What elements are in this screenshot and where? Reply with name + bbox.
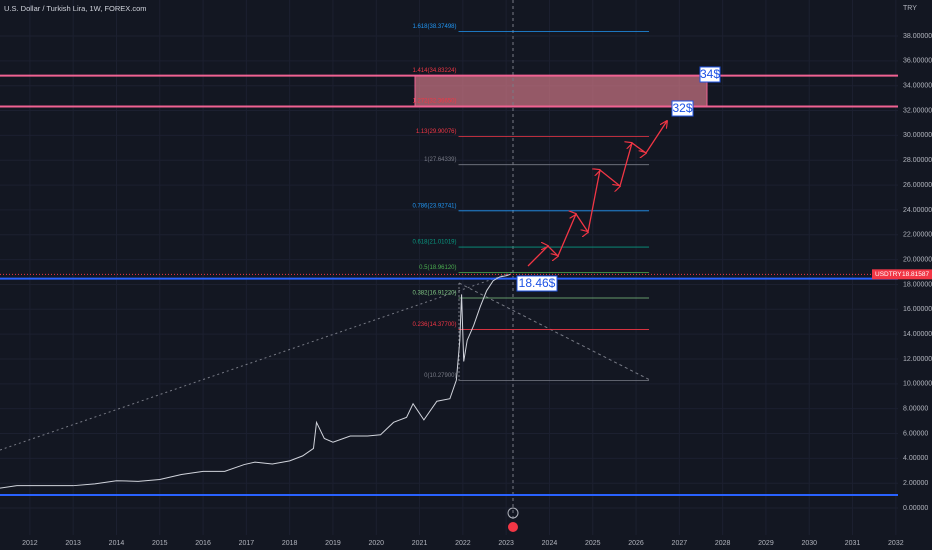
x-tick-label: 2032 [888, 540, 904, 547]
x-tick-label: 2022 [455, 540, 471, 547]
fibonacci: 1.618(38.37498) 1.414(34.83224) 1.272(32.3… [412, 24, 650, 381]
x-tick-label: 2025 [585, 540, 601, 547]
fib-label: 1.414(34.83224) [412, 68, 456, 74]
y-tick-label: 10.00000 [903, 381, 932, 388]
x-tick-label: 2026 [628, 540, 644, 547]
x-tick-label: 2013 [65, 540, 81, 547]
target-zone [414, 75, 708, 108]
x-tick-label: 2024 [542, 540, 558, 547]
price-line [0, 273, 511, 489]
y-tick-label: 28.00000 [903, 157, 932, 164]
fib-label: 1.618(38.37498) [412, 24, 456, 30]
fib-label: 0.236(14.37700) [412, 322, 456, 328]
event-icon[interactable] [507, 507, 519, 519]
y-tick-label: 30.00000 [903, 132, 932, 139]
y-tick-label: 24.00000 [903, 207, 932, 214]
x-tick-label: 2031 [845, 540, 861, 547]
y-tick-label: 2.00000 [903, 480, 928, 487]
axes: 0.00000 2.00000 4.00000 6.00000 8.00000 10.00… [22, 33, 932, 547]
y-tick-label: 8.00000 [903, 406, 928, 413]
grid [0, 0, 898, 535]
price-tag [872, 269, 932, 280]
x-tick-label: 2027 [672, 540, 688, 547]
chart-title: U.S. Dollar / Turkish Lira, 1W, FOREX.co… [4, 4, 147, 13]
annotation-box [516, 275, 558, 292]
price-tag-name: USDTRY [875, 271, 902, 278]
fib-label: 1.13(29.90076) [416, 129, 457, 135]
x-tick-label: 2019 [325, 540, 341, 547]
y-tick-label: 22.00000 [903, 232, 932, 239]
x-tick-label: 2020 [368, 540, 384, 547]
price-tag-value: 18.81587 [902, 271, 929, 278]
flag-icon[interactable] [508, 522, 518, 532]
x-tick-label: 2015 [152, 540, 168, 547]
projection-arrows [527, 121, 667, 267]
y-tick-label: 34.00000 [903, 83, 932, 90]
fib-label: 1.272(32.36650) [412, 99, 456, 105]
price [0, 273, 898, 489]
y-tick-label: 36.00000 [903, 58, 932, 65]
axis-currency: TRY [903, 5, 917, 12]
x-tick-label: 2012 [22, 540, 38, 547]
annotation-box [699, 66, 721, 83]
x-tick-label: 2028 [715, 540, 731, 547]
fib-label: 0(10.27900) [424, 373, 456, 379]
trend-line [0, 271, 514, 451]
y-tick-label: 26.00000 [903, 182, 932, 189]
x-tick-label: 2029 [758, 540, 774, 547]
fib-label: 1(27.64339) [424, 157, 456, 163]
x-tick-label: 2023 [498, 540, 514, 547]
y-tick-label: 38.00000 [903, 33, 932, 40]
fib-label: 0.618(21.01019) [412, 240, 456, 246]
y-tick-label: 12.00000 [903, 356, 932, 363]
y-tick-label: 0.00000 [903, 505, 928, 512]
x-tick-label: 2021 [412, 540, 428, 547]
annotation: 34$ [700, 67, 720, 81]
y-tick-label: 4.00000 [903, 455, 928, 462]
x-tick-label: 2018 [282, 540, 298, 547]
x-tick-label: 2030 [801, 540, 817, 547]
y-tick-label: 32.00000 [903, 107, 932, 114]
fib-label: 0.5(18.96120) [419, 265, 456, 271]
y-tick-label: 16.00000 [903, 306, 932, 313]
x-tick-label: 2017 [239, 540, 255, 547]
y-tick-label: 14.00000 [903, 331, 932, 338]
annotation: 18.46$ [519, 276, 556, 290]
x-tick-label: 2014 [109, 540, 125, 547]
y-tick-label: 6.00000 [903, 430, 928, 437]
y-tick-label: 18.00000 [903, 281, 932, 288]
y-tick-label: 20.00000 [903, 256, 932, 263]
fib-label: 0.786(23.92741) [412, 203, 456, 209]
annotation-box [671, 100, 694, 117]
annotation: 32$ [672, 101, 692, 115]
x-tick-label: 2016 [195, 540, 211, 547]
fib-label: 0.382(16.91220) [412, 291, 456, 297]
